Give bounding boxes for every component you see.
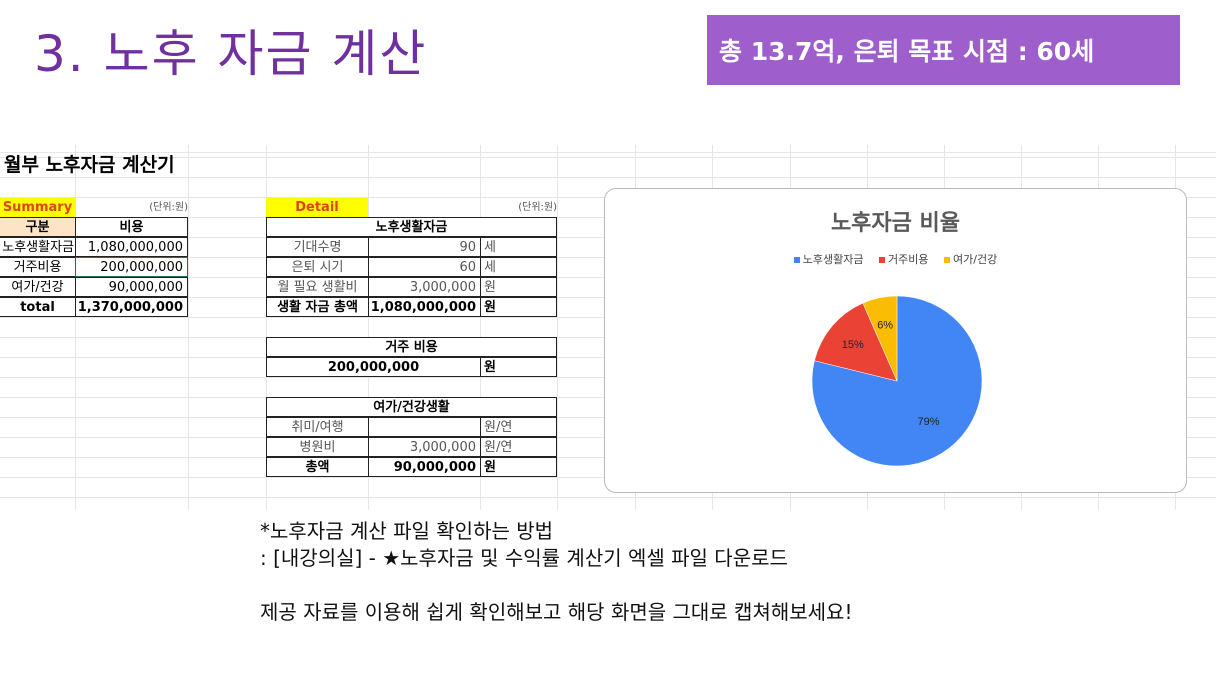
legend-label: 여가/건강 bbox=[953, 253, 998, 266]
housing-unit[interactable]: 원 bbox=[480, 357, 557, 377]
legend-item: 거주비용 bbox=[879, 251, 929, 267]
note-line: : [내강의실] - ★노후자금 및 수익률 계산기 엑셀 파일 다운로드 bbox=[260, 546, 788, 570]
detail-cell[interactable]: 월 필요 생활비 bbox=[266, 277, 369, 297]
leisure-header[interactable]: 여가/건강생활 bbox=[266, 397, 557, 417]
detail-cell[interactable]: 은퇴 시기 bbox=[266, 257, 369, 277]
summary-cell[interactable]: 1,080,000,000 bbox=[75, 237, 188, 257]
detail-cell[interactable]: 총액 bbox=[266, 457, 369, 477]
detail-cell[interactable]: 1,080,000,000 bbox=[368, 297, 481, 317]
pie-svg: 79% 15% 6% bbox=[811, 295, 983, 467]
summary-banner: 총 13.7억, 은퇴 목표 시점 : 60세 bbox=[707, 15, 1180, 85]
detail-cell[interactable]: 90,000,000 bbox=[368, 457, 481, 477]
summary-cell-selected[interactable]: 200,000,000 bbox=[75, 257, 188, 277]
housing-value[interactable]: 200,000,000 bbox=[266, 357, 481, 377]
legend-item: 노후생활자금 bbox=[793, 251, 864, 267]
detail-unit: (단위:원) bbox=[518, 202, 557, 213]
pie-data-label: 6% bbox=[877, 319, 893, 331]
summary-unit: (단위:원) bbox=[149, 202, 188, 213]
detail-label: Detail bbox=[266, 198, 368, 218]
note-line: 제공 자료를 이용해 쉽게 확인해보고 해당 화면을 그대로 캡쳐해보세요! bbox=[260, 600, 853, 624]
detail-cell[interactable]: 세 bbox=[480, 237, 557, 257]
summary-cell[interactable]: 노후생활자금 bbox=[0, 237, 76, 257]
detail-cell[interactable]: 원 bbox=[480, 297, 557, 317]
detail-cell[interactable]: 원/연 bbox=[480, 417, 557, 437]
detail-cell[interactable]: 60 bbox=[368, 257, 481, 277]
detail-cell[interactable]: 3,000,000 bbox=[368, 277, 481, 297]
legend-swatch bbox=[879, 257, 886, 263]
summary-header[interactable]: 비용 bbox=[75, 217, 188, 237]
detail-cell[interactable]: 원 bbox=[480, 277, 557, 297]
note-line: *노후자금 계산 파일 확인하는 방법 bbox=[260, 519, 554, 543]
detail-cell[interactable]: 세 bbox=[480, 257, 557, 277]
chart-legend: 노후생활자금 거주비용 여가/건강 bbox=[605, 251, 1186, 267]
pie-chart[interactable]: 노후자금 비율 노후생활자금 거주비용 여가/건강 79% 15% 6% bbox=[604, 188, 1187, 493]
detail-cell[interactable]: 3,000,000 bbox=[368, 437, 481, 457]
summary-header[interactable]: 구분 bbox=[0, 217, 76, 237]
legend-swatch bbox=[793, 257, 800, 263]
pie-data-label: 79% bbox=[917, 416, 939, 428]
summary-cell[interactable]: 1,370,000,000 bbox=[75, 297, 188, 317]
legend-item: 여가/건강 bbox=[944, 251, 997, 267]
chart-title: 노후자금 비율 bbox=[830, 211, 961, 236]
pie-data-label: 15% bbox=[842, 339, 864, 351]
detail-cell[interactable]: 기대수명 bbox=[266, 237, 369, 257]
detail-cell[interactable]: 취미/여행 bbox=[266, 417, 369, 437]
instructions: *노후자금 계산 파일 확인하는 방법 : [내강의실] - ★노후자금 및 수… bbox=[260, 518, 852, 626]
slide-title: 3. 노후 자금 계산 bbox=[34, 25, 428, 83]
legend-label: 노후생활자금 bbox=[802, 253, 864, 266]
banner-text: 총 13.7억, 은퇴 목표 시점 : 60세 bbox=[719, 37, 1095, 66]
legend-label: 거주비용 bbox=[888, 253, 929, 266]
summary-cell[interactable]: 거주비용 bbox=[0, 257, 76, 277]
sheet-title: 월부 노후자금 계산기 bbox=[4, 154, 175, 176]
detail-cell[interactable]: 원 bbox=[480, 457, 557, 477]
detail-cell[interactable] bbox=[368, 417, 481, 437]
summary-label: Summary bbox=[0, 198, 75, 218]
living-header[interactable]: 노후생활자금 bbox=[266, 217, 557, 237]
pie-slice-1[interactable] bbox=[814, 302, 898, 382]
detail-cell[interactable]: 원/연 bbox=[480, 437, 557, 457]
legend-swatch bbox=[944, 257, 951, 263]
pie-slice-2[interactable] bbox=[862, 295, 898, 382]
detail-cell[interactable]: 90 bbox=[368, 237, 481, 257]
summary-cell[interactable]: 90,000,000 bbox=[75, 277, 188, 297]
summary-cell[interactable]: 여가/건강 bbox=[0, 277, 76, 297]
summary-cell[interactable]: total bbox=[0, 297, 76, 317]
detail-cell[interactable]: 병원비 bbox=[266, 437, 369, 457]
detail-cell[interactable]: 생활 자금 총액 bbox=[266, 297, 369, 317]
housing-header[interactable]: 거주 비용 bbox=[266, 337, 557, 357]
